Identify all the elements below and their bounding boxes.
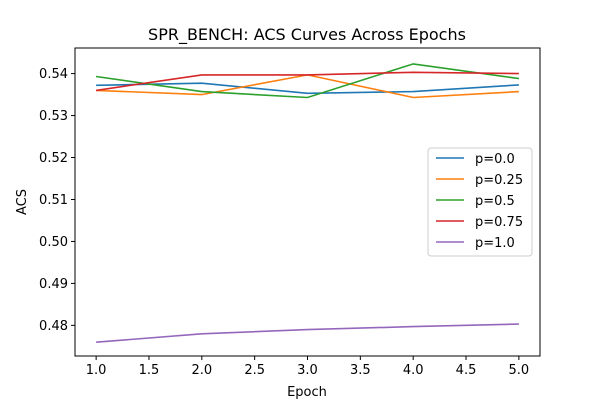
series-line-p=0.75 <box>95 71 519 92</box>
y-tick-label: 0.49 <box>39 277 68 292</box>
legend-label: p=1.0 <box>475 236 515 251</box>
legend-frame <box>427 147 533 257</box>
x-axis-label: Epoch <box>287 385 327 400</box>
x-tick-label: 4.0 <box>403 363 424 378</box>
x-tick-label: 3.5 <box>350 363 371 378</box>
x-tick-label: 1.5 <box>139 363 160 378</box>
y-tick-label: 0.51 <box>39 193 68 208</box>
legend-label: p=0.0 <box>475 152 515 167</box>
x-tick-label: 4.5 <box>456 363 477 378</box>
y-tick-label: 0.53 <box>39 109 68 124</box>
y-tick-label: 0.50 <box>39 235 68 250</box>
series-line-p=0.0 <box>96 82 519 95</box>
legend-label: p=0.75 <box>475 215 523 230</box>
series-line-p=0.5 <box>95 63 520 99</box>
x-tick-label: 5.0 <box>509 363 530 378</box>
y-tick-label: 0.54 <box>39 67 68 82</box>
x-tick-label: 2.5 <box>244 363 265 378</box>
y-axis-label: ACS <box>15 189 30 215</box>
x-tick-label: 1.0 <box>86 363 107 378</box>
legend-label: p=0.25 <box>475 173 523 188</box>
x-tick-label: 3.0 <box>297 363 318 378</box>
series-layer <box>95 63 520 343</box>
y-tick-label: 0.52 <box>39 151 68 166</box>
legend-label: p=0.5 <box>475 194 515 209</box>
chart-title: SPR_BENCH: ACS Curves Across Epochs <box>148 25 466 45</box>
plot-frame <box>74 47 541 357</box>
x-tick-label: 2.0 <box>191 363 212 378</box>
y-tick-label: 0.48 <box>39 319 68 334</box>
axes-layer: 1.0 1.5 2.0 2.5 3.0 3.5 4.0 4.5 5.0 0.48 0.49 0.50 0… <box>39 67 529 378</box>
legend: p=0.0 p=0.25 p=0.5 p=0.75 p=1.0 <box>427 147 533 257</box>
series-line-p=1.0 <box>96 323 519 343</box>
